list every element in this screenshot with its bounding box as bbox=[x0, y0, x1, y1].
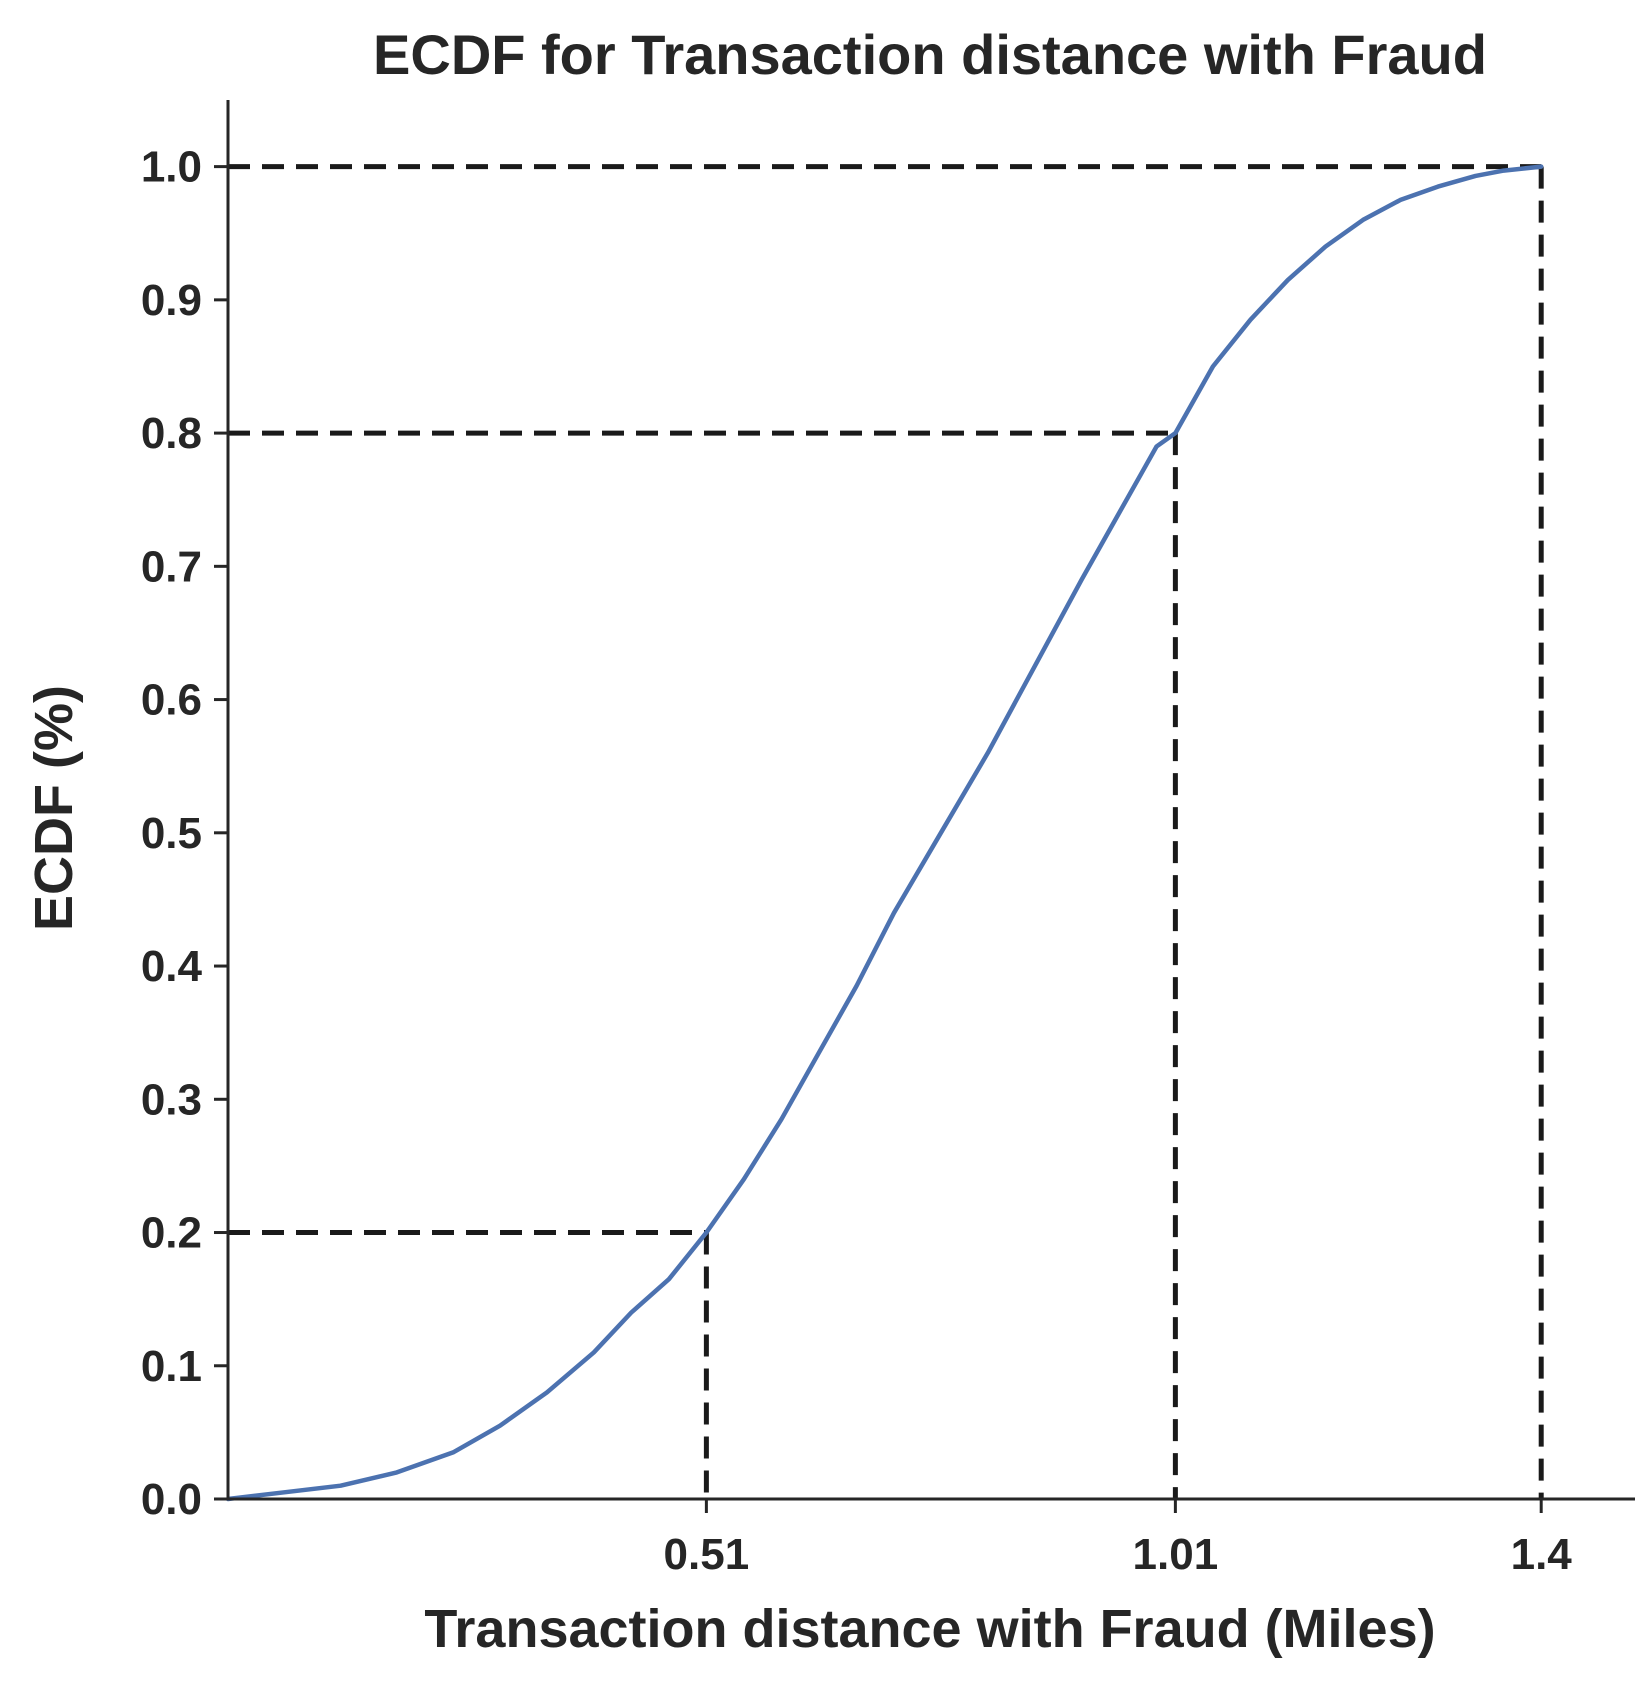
ecdf-curve bbox=[225, 164, 1544, 1502]
y-tick-label: 1.0 bbox=[141, 143, 202, 192]
y-tick-label: 0.9 bbox=[141, 276, 202, 325]
y-tick-label: 0.4 bbox=[141, 942, 203, 991]
x-tick-label: 0.51 bbox=[664, 1530, 750, 1579]
y-tick-label: 0.6 bbox=[141, 676, 202, 725]
y-tick-label: 0.1 bbox=[141, 1342, 202, 1391]
y-tick-label: 0.2 bbox=[141, 1209, 202, 1258]
x-tick-label: 1.4 bbox=[1511, 1530, 1573, 1579]
y-tick-label: 0.7 bbox=[141, 542, 202, 591]
y-tick-label: 0.5 bbox=[141, 809, 202, 858]
x-axis-ticks: 0.51 1.01 1.4 bbox=[664, 1499, 1573, 1579]
x-axis-label: Transaction distance with Fraud (Miles) bbox=[424, 1599, 1435, 1659]
y-tick-label: 0.3 bbox=[141, 1075, 202, 1124]
y-tick-label: 0.8 bbox=[141, 409, 202, 458]
guide-lines bbox=[228, 164, 1544, 1499]
chart-title: ECDF for Transaction distance with Fraud bbox=[373, 23, 1487, 86]
y-axis-label: ECDF (%) bbox=[24, 685, 84, 931]
y-tick-label: 0.0 bbox=[141, 1475, 202, 1524]
x-tick-label: 1.01 bbox=[1133, 1530, 1219, 1579]
y-axis-ticks: 0.0 0.1 0.2 0.3 0.4 0.5 0.6 0.7 0.8 0.9 1.0 bbox=[141, 143, 228, 1524]
